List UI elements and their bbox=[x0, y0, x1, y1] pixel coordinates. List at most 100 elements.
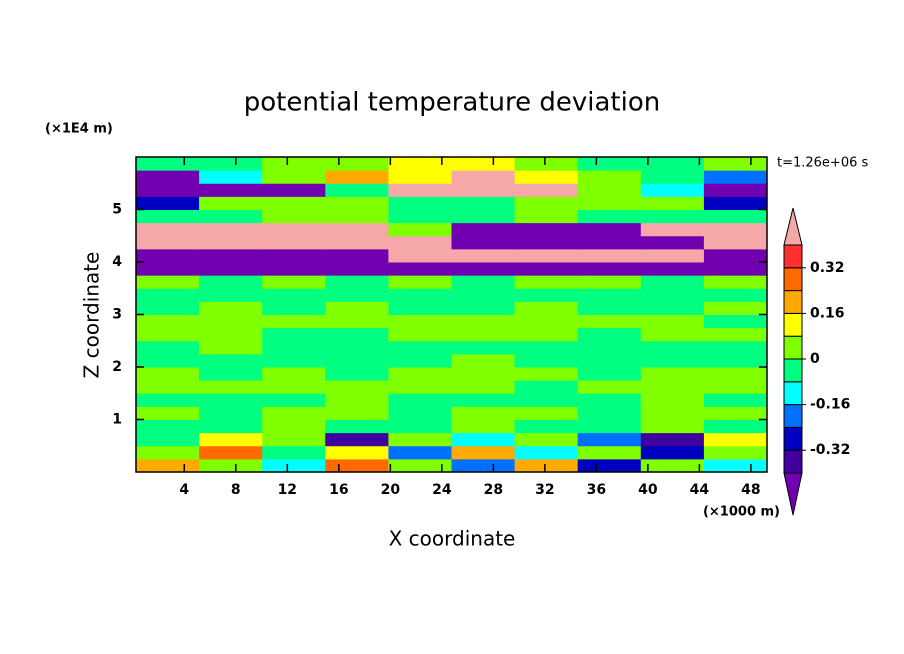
contour-cell bbox=[325, 301, 389, 315]
contour-cell bbox=[325, 393, 389, 407]
contour-cell bbox=[640, 406, 705, 420]
contour-cell bbox=[388, 183, 452, 197]
contour-cell bbox=[199, 445, 263, 460]
chart-title: potential temperature deviation bbox=[244, 88, 660, 118]
colorbar-tick-label: 0.16 bbox=[810, 305, 845, 321]
contour-cell bbox=[640, 353, 705, 368]
contour-cell bbox=[388, 419, 452, 434]
contour-cell bbox=[451, 301, 516, 315]
contour-cell bbox=[451, 314, 516, 329]
y-tick-label: 1 bbox=[112, 412, 122, 428]
contour-cell bbox=[136, 248, 200, 263]
contour-cell bbox=[640, 380, 705, 394]
colorbar-tick-label: -0.32 bbox=[810, 442, 850, 458]
contour-cell bbox=[514, 209, 579, 224]
contour-cell bbox=[451, 419, 516, 434]
contour-cell bbox=[262, 445, 326, 460]
contour-cell bbox=[262, 196, 326, 210]
contour-cell bbox=[325, 262, 389, 276]
contour-cell bbox=[577, 340, 642, 355]
contour-cell bbox=[388, 406, 452, 420]
contour-cell bbox=[577, 380, 642, 394]
contour-cell bbox=[388, 432, 452, 447]
contour-cell bbox=[199, 393, 263, 407]
contour-cell bbox=[325, 380, 389, 394]
contour-cell bbox=[136, 183, 200, 197]
colorbar-box bbox=[783, 404, 803, 428]
contour-cell bbox=[703, 327, 768, 342]
contour-cell bbox=[262, 222, 326, 237]
contour-cell bbox=[451, 262, 516, 276]
contour-cell bbox=[199, 340, 263, 355]
contour-cell bbox=[577, 235, 642, 250]
contour-cell bbox=[136, 432, 200, 447]
contour-cell bbox=[325, 353, 389, 368]
contour-cell bbox=[199, 209, 263, 224]
x-tick-label: 32 bbox=[535, 482, 554, 498]
contour-cell bbox=[703, 301, 768, 315]
contour-cell bbox=[703, 222, 768, 237]
y-tick-label: 3 bbox=[112, 307, 122, 323]
contour-cell bbox=[388, 262, 452, 276]
contour-cell bbox=[640, 222, 705, 237]
contour-cell bbox=[136, 353, 200, 368]
contour-cell bbox=[640, 301, 705, 315]
contour-cell bbox=[640, 340, 705, 355]
contour-cell bbox=[703, 458, 768, 473]
contour-cell bbox=[136, 235, 200, 250]
contour-cell bbox=[451, 235, 516, 250]
contour-cell bbox=[199, 406, 263, 420]
contour-cell bbox=[577, 288, 642, 302]
contour-cell bbox=[703, 248, 768, 263]
contour-cell bbox=[514, 353, 579, 368]
contour-cell bbox=[136, 327, 200, 342]
contour-cell bbox=[577, 222, 642, 237]
contour-cell bbox=[703, 157, 768, 171]
contour-cell bbox=[136, 445, 200, 460]
x-tick-label: 12 bbox=[278, 482, 297, 498]
contour-cell bbox=[640, 183, 705, 197]
contour-cell bbox=[577, 157, 642, 171]
contour-cell bbox=[262, 419, 326, 434]
contour-cell bbox=[640, 170, 705, 184]
contour-cell bbox=[577, 170, 642, 184]
contour-cell bbox=[703, 406, 768, 420]
contour-cell bbox=[451, 288, 516, 302]
contour-cell bbox=[514, 432, 579, 447]
contour-cell bbox=[577, 406, 642, 420]
contour-cell bbox=[451, 458, 516, 473]
contour-cell bbox=[514, 248, 579, 263]
contour-cell bbox=[136, 275, 200, 289]
contour-cell bbox=[199, 262, 263, 276]
contour-cell bbox=[451, 406, 516, 420]
contour-cell bbox=[703, 432, 768, 447]
contour-cell bbox=[640, 275, 705, 289]
contour-cell bbox=[199, 275, 263, 289]
contour-cell bbox=[514, 458, 579, 473]
contour-cell bbox=[451, 196, 516, 210]
contour-cell bbox=[451, 157, 516, 171]
contour-cell bbox=[388, 458, 452, 473]
x-tick-label: 20 bbox=[381, 482, 401, 498]
colorbar-box bbox=[783, 267, 803, 292]
contour-cell bbox=[136, 170, 200, 184]
x-axis-label: X coordinate bbox=[389, 527, 516, 551]
contour-cell bbox=[388, 288, 452, 302]
contour-cell bbox=[388, 327, 452, 342]
colorbar-tick-label: -0.16 bbox=[810, 397, 850, 413]
contour-cell bbox=[325, 314, 389, 329]
contour-cell bbox=[703, 235, 768, 250]
contour-cell bbox=[451, 393, 516, 407]
contour-cell bbox=[199, 301, 263, 315]
contour-cell bbox=[577, 367, 642, 381]
contour-cell bbox=[262, 183, 326, 197]
contour-cell bbox=[262, 380, 326, 394]
colorbar-high bbox=[783, 207, 803, 246]
contour-cell bbox=[136, 419, 200, 434]
contour-cell bbox=[388, 248, 452, 263]
contour-cell bbox=[136, 340, 200, 355]
contour-cell bbox=[451, 445, 516, 460]
contour-cell bbox=[703, 170, 768, 184]
contour-cell bbox=[514, 183, 579, 197]
contour-cell bbox=[199, 157, 263, 171]
